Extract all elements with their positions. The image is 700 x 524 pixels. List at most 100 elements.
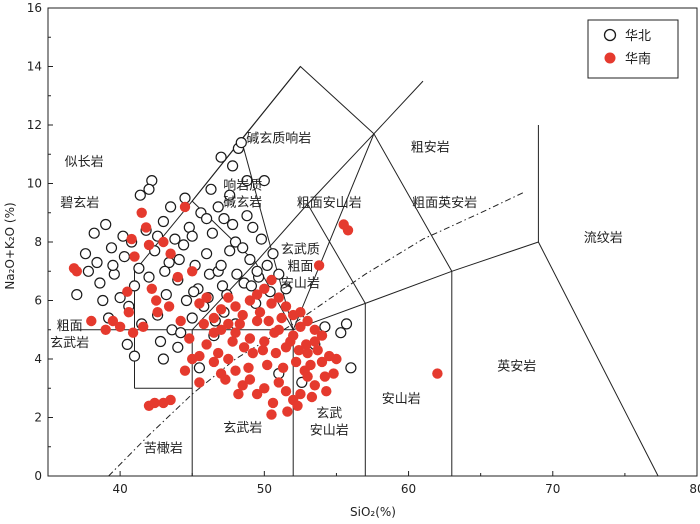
point-huanan [309, 324, 320, 335]
point-huanan [319, 371, 331, 382]
point-huabei [345, 362, 357, 374]
point-huanan [230, 365, 241, 376]
point-huanan [86, 315, 97, 327]
point-huanan [172, 271, 183, 283]
point-huabei [178, 239, 190, 251]
field-label-line: 安山岩 [281, 277, 320, 292]
point-huanan [227, 336, 238, 347]
point-huanan [262, 359, 273, 371]
point-huanan [259, 283, 270, 294]
point-huanan [223, 353, 234, 365]
field-label-foidite: 似长岩 [65, 155, 104, 170]
y-tick-label: 0 [34, 469, 42, 483]
legend-label-huabei: 华北 [625, 29, 651, 44]
point-huanan [316, 356, 328, 368]
series-huabei-points [71, 137, 357, 388]
point-huanan [280, 301, 292, 312]
field-label-trachyandesite: 粗面安山岩 [297, 196, 362, 211]
point-huanan [100, 324, 111, 335]
point-huabei [244, 253, 256, 266]
point-huabei [212, 201, 224, 213]
point-huabei [91, 256, 103, 269]
point-huanan [129, 251, 140, 262]
point-huanan [138, 321, 149, 332]
point-huanan [165, 248, 176, 259]
point-huabei [255, 233, 267, 245]
point-huanan [223, 292, 234, 303]
field-label-phonolite: 碱玄质响岩 [246, 131, 311, 147]
point-huanan [126, 233, 137, 245]
field-label-line: 响岩质 [223, 177, 262, 193]
x-tick-label: 80 [689, 482, 700, 496]
field-label-rhyolite: 流纹岩 [584, 231, 623, 246]
point-huanan [237, 309, 248, 321]
point-huanan [251, 289, 263, 300]
field-label-andesite: 安山岩 [382, 392, 421, 407]
legend-label-huanan: 华南 [625, 51, 651, 67]
point-huabei [118, 251, 131, 263]
point-huanan [230, 301, 241, 312]
point-huabei [267, 248, 279, 260]
point-huanan [312, 345, 323, 356]
point-huanan [152, 307, 163, 318]
point-huanan [321, 386, 332, 397]
point-huabei [340, 318, 353, 330]
point-huanan [233, 388, 244, 400]
point-huabei [237, 242, 249, 254]
point-huabei [201, 248, 213, 260]
point-huanan [293, 345, 305, 356]
x-axis-title: SiO₂(%) [350, 505, 396, 519]
point-huanan [254, 307, 266, 318]
point-huanan [269, 327, 280, 338]
axes [47, 7, 698, 477]
point-huabei [205, 183, 217, 195]
point-huanan [158, 236, 169, 248]
legend-box [587, 19, 679, 79]
point-huanan [243, 362, 254, 373]
field-boundary [191, 200, 294, 331]
field-label-line: 安山岩 [382, 392, 421, 407]
point-huanan [263, 315, 274, 327]
point-huabei [82, 265, 95, 277]
point-huabei [218, 213, 230, 225]
point-huanan [342, 225, 354, 236]
point-huanan [266, 298, 277, 309]
y-tick-label: 8 [34, 235, 42, 249]
point-huanan [305, 359, 316, 371]
point-huabei [97, 294, 109, 307]
point-huabei [280, 283, 292, 295]
tick-labels: 40 50 60 70 80 0 2 4 6 8 10 12 14 16 [27, 1, 700, 496]
point-huanan [244, 333, 256, 344]
point-huabei [186, 230, 198, 242]
y-tick-label: 12 [27, 118, 42, 132]
x-tick-label: 40 [112, 482, 127, 496]
point-huabei [261, 259, 273, 271]
point-huabei [107, 259, 119, 271]
alkaline-line [108, 191, 525, 477]
field-boundary [292, 270, 452, 476]
point-huanan [257, 345, 269, 356]
point-huanan [282, 406, 293, 417]
point-huanan [179, 365, 191, 376]
point-huabei [273, 268, 285, 280]
point-huabei [241, 175, 253, 187]
point-huanan [122, 286, 133, 297]
point-huanan [266, 274, 277, 286]
point-huanan [316, 330, 328, 341]
point-huanan [295, 307, 306, 318]
point-huanan [259, 383, 270, 394]
point-huabei [229, 236, 242, 248]
point-huanan [187, 353, 198, 365]
point-huanan [280, 386, 292, 397]
legend: 华北 华南 [587, 19, 679, 79]
point-huanan [201, 339, 212, 350]
point-huanan [309, 336, 320, 347]
point-huabei [160, 289, 172, 301]
point-huanan [223, 318, 234, 330]
point-huanan [331, 353, 342, 365]
x-tick-label: 70 [545, 482, 560, 496]
point-huanan [301, 339, 312, 350]
point-huanan [213, 347, 224, 359]
